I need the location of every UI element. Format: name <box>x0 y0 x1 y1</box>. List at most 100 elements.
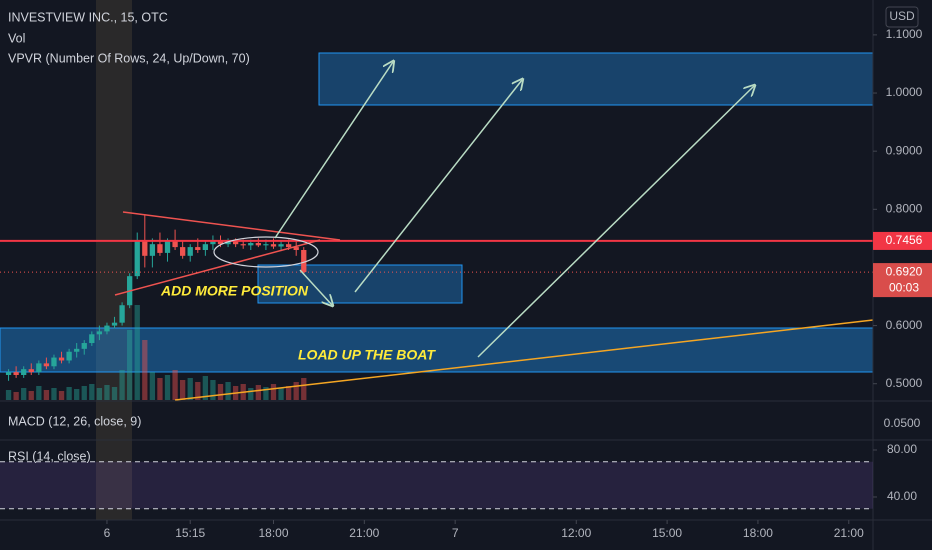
y-tick-label: 0.5000 <box>886 376 923 390</box>
candle-body <box>119 305 125 323</box>
candle-body <box>28 369 34 373</box>
rsi-pane <box>0 461 873 510</box>
annotation: LOAD UP THE BOAT <box>298 347 436 363</box>
volume-bar <box>149 372 156 400</box>
volume-bar <box>81 386 87 400</box>
volume-bar <box>127 330 133 400</box>
y-tick-label: 0.6000 <box>886 318 923 332</box>
candle-body <box>142 241 148 256</box>
x-tick-label: 18:00 <box>258 526 288 540</box>
y-tick-label: 1.1000 <box>886 27 923 41</box>
volume-bar <box>172 370 178 400</box>
candle-body <box>58 357 65 361</box>
volume-bar <box>21 388 27 400</box>
candle-body <box>248 243 254 246</box>
candle-body <box>232 241 239 245</box>
volume-bar <box>96 388 103 400</box>
support-line <box>174 319 874 401</box>
volume-bar <box>89 384 95 400</box>
arrow <box>477 86 754 358</box>
currency-box[interactable] <box>885 6 919 28</box>
candle-body <box>293 247 299 250</box>
volume-bar <box>187 378 193 400</box>
volume-bar <box>293 382 299 400</box>
candle-body <box>255 243 261 246</box>
x-tick-label: 21:00 <box>834 526 864 540</box>
x-tick-label: 6 <box>104 526 111 540</box>
volume-bar <box>263 387 269 400</box>
macd-label: MACD (12, 26, close, 9) <box>8 414 141 428</box>
candle-body <box>104 325 110 332</box>
candle-body <box>51 357 57 367</box>
candle-body <box>149 244 156 256</box>
candle-body <box>111 322 118 326</box>
macd-tick: 0.0500 <box>884 416 921 430</box>
volume-bar <box>278 388 284 400</box>
candle-body <box>134 241 140 277</box>
x-tick-label: 7 <box>452 526 459 540</box>
candle-body <box>89 334 95 344</box>
arrow <box>354 80 522 293</box>
axes: 1.1000 1.0000 0.9000 0.8000 0.6000 0.5000 0.74… <box>104 27 932 540</box>
session-stripe <box>96 0 132 520</box>
candle-body <box>202 244 209 250</box>
candle-body <box>43 363 50 367</box>
x-tick-label: 21:00 <box>349 526 379 540</box>
candle-body <box>195 247 201 250</box>
arrow <box>299 269 332 305</box>
last-price-tag <box>873 263 932 298</box>
y-tick-label: 0.9000 <box>886 143 923 157</box>
volume-bar <box>111 387 118 400</box>
volume-bar <box>210 380 216 400</box>
candle-body <box>210 241 216 245</box>
y-tick-label: 1.0000 <box>886 85 923 99</box>
candle-body <box>270 244 277 247</box>
x-tick-label: 18:00 <box>743 526 773 540</box>
rsi-tick-label: 80.00 <box>887 442 917 456</box>
price-tag <box>873 231 932 250</box>
candle-body <box>172 241 178 248</box>
rsi-band <box>0 461 873 509</box>
arrow <box>274 62 393 239</box>
volume-bar <box>134 305 140 400</box>
candle-body <box>36 363 42 373</box>
volume-bar <box>36 386 42 400</box>
candle-body <box>301 250 307 273</box>
volume-bar <box>142 340 148 400</box>
volume-bar <box>28 391 34 400</box>
volume-bar <box>66 387 72 400</box>
symbol-title: INVESTVIEW INC., 15, OTC <box>8 10 168 24</box>
rsi-label: RSI (14, close) <box>8 449 91 463</box>
x-tick-label: 15:00 <box>652 526 682 540</box>
countdown: 00:03 <box>889 280 919 294</box>
volume-bar <box>5 390 12 400</box>
volume-bar <box>301 378 307 400</box>
candle-body <box>164 241 171 253</box>
volume-bar <box>119 370 125 400</box>
volume-bar <box>164 375 171 400</box>
candle-body <box>21 369 27 375</box>
volume-bar <box>43 390 50 400</box>
volume-bar <box>285 386 292 400</box>
candle-body <box>285 244 292 248</box>
volume-bar <box>202 376 209 400</box>
candle-body <box>263 244 269 246</box>
highlight-ellipse <box>213 236 319 268</box>
x-tick-label: 15:15 <box>175 526 205 540</box>
candle-body <box>81 343 87 349</box>
annotation: ADD MORE POSITION <box>160 283 309 299</box>
volume-bar <box>180 380 186 400</box>
volume-label: Vol <box>8 31 25 45</box>
currency[interactable]: USD <box>889 9 915 23</box>
volume-bar <box>51 388 57 400</box>
volume-bar <box>157 378 163 400</box>
candle-body <box>278 244 284 247</box>
arrows <box>274 62 754 358</box>
candle-body <box>157 244 163 253</box>
x-tick-label: 12:00 <box>561 526 591 540</box>
target-zone <box>318 52 874 106</box>
volume-bar <box>217 384 224 400</box>
candle-body <box>225 241 231 245</box>
